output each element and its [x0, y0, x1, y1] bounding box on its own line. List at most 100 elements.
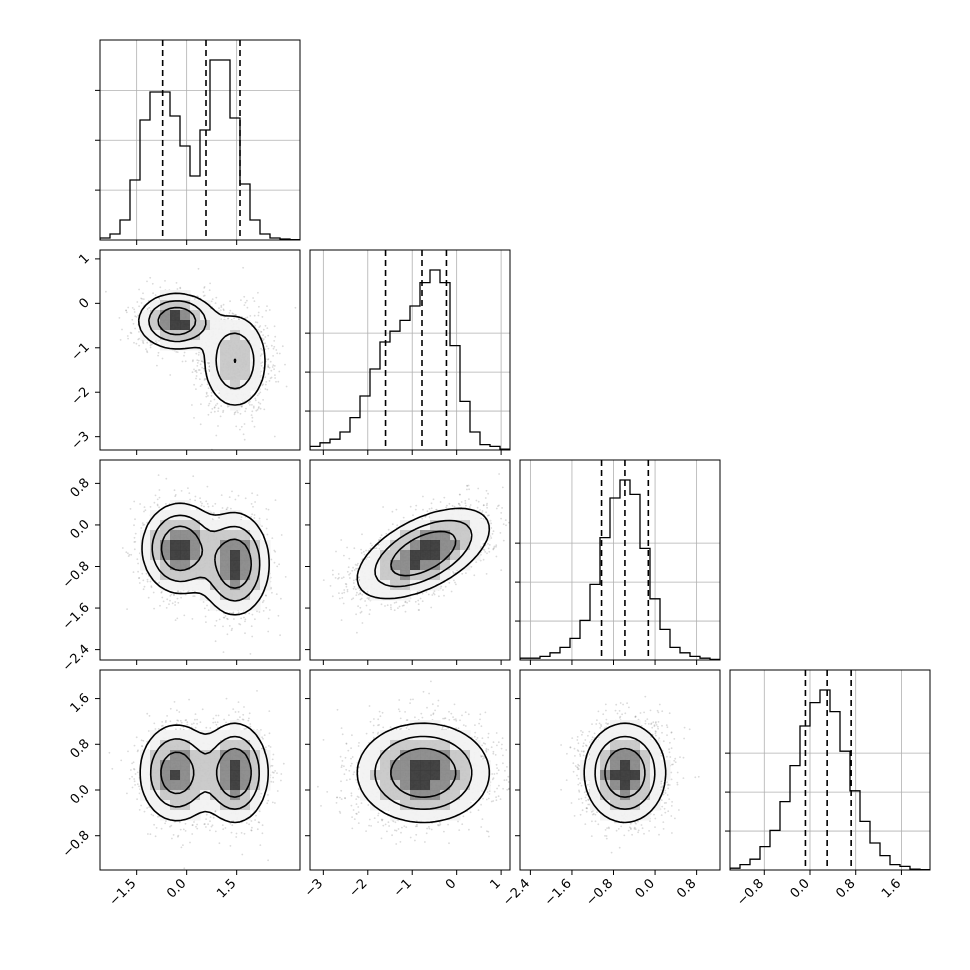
scatter-point [280, 597, 282, 600]
scatter-point [150, 586, 153, 589]
density-cell [230, 360, 241, 371]
scatter-point [205, 500, 208, 503]
scatter-point [203, 286, 206, 288]
scatter-point [228, 625, 231, 627]
density-cell [200, 350, 211, 361]
scatter-point [233, 413, 236, 416]
scatter-point [206, 362, 209, 364]
scatter-point [174, 601, 177, 603]
scatter-point [149, 506, 152, 508]
scatter-point [195, 375, 198, 377]
scatter-point [267, 630, 270, 633]
scatter-point [264, 342, 267, 345]
scatter-point [264, 336, 267, 338]
scatter-point [254, 501, 256, 503]
scatter-point [195, 371, 198, 374]
density-cell [210, 350, 221, 361]
density-cell [170, 340, 181, 351]
scatter-point [134, 532, 137, 535]
scatter-point [179, 287, 182, 290]
scatter-point [196, 359, 199, 361]
density-cell [140, 320, 151, 331]
scatter-point [146, 580, 149, 583]
scatter-point [118, 317, 121, 319]
scatter-point [206, 503, 209, 505]
scatter-point [157, 351, 160, 354]
scatter-point [121, 547, 124, 549]
density-cell [230, 350, 241, 361]
scatter-point [217, 410, 220, 412]
scatter-point [222, 411, 224, 413]
scatter-point [127, 337, 129, 340]
scatter-point [189, 498, 192, 501]
scatter-point [242, 433, 245, 436]
scatter-point [154, 294, 157, 296]
scatter-point [232, 312, 235, 315]
scatter-point [175, 282, 178, 284]
scatter-point [276, 352, 279, 355]
scatter-point [149, 344, 152, 347]
scatter-point [197, 354, 200, 356]
scatter-point [134, 540, 137, 543]
scatter-point [201, 360, 203, 363]
scatter-point [262, 610, 265, 612]
scatter-point [251, 410, 254, 413]
density-cell [250, 350, 261, 361]
scatter-point [142, 298, 145, 300]
scatter-point [209, 400, 212, 402]
scatter-point [161, 596, 164, 599]
scatter-point [270, 376, 273, 379]
scatter-point [243, 295, 246, 298]
scatter-point [258, 305, 260, 308]
scatter-point [261, 384, 264, 387]
density-cell [250, 340, 261, 351]
scatter-point [278, 563, 280, 566]
scatter-point [143, 523, 146, 526]
scatter-point [209, 282, 212, 285]
scatter-point [151, 282, 154, 285]
scatter-point [257, 401, 260, 404]
scatter-point [146, 350, 148, 352]
scatter-point [208, 402, 211, 405]
scatter-point [125, 551, 128, 554]
scatter-point [159, 286, 162, 289]
density-cell [180, 330, 191, 341]
scatter-point [176, 351, 179, 353]
scatter-point [262, 399, 264, 401]
scatter-point [138, 577, 140, 579]
scatter-point [134, 327, 137, 330]
scatter-point [140, 297, 143, 300]
scatter-point [264, 376, 267, 379]
scatter-point [254, 399, 257, 402]
scatter-point [278, 352, 281, 355]
scatter-point [125, 309, 127, 312]
scatter-point [217, 425, 219, 427]
scatter-point [181, 360, 184, 363]
scatter-point [201, 366, 204, 369]
scatter-point [195, 388, 197, 390]
scatter-point [243, 423, 246, 425]
scatter-point [214, 502, 217, 505]
scatter-point [193, 595, 196, 597]
scatter-point [145, 572, 148, 575]
scatter-point [145, 348, 147, 350]
scatter-point [220, 405, 223, 407]
scatter-point [222, 625, 224, 628]
scatter-point [191, 404, 193, 406]
scatter-point [251, 420, 254, 423]
scatter-point [265, 381, 268, 383]
scatter-point [273, 435, 276, 438]
scatter-point [261, 525, 263, 527]
scatter-point [262, 383, 264, 386]
scatter-point [260, 370, 262, 373]
scatter-point [250, 625, 253, 628]
scatter-point [294, 306, 297, 309]
scatter-point [251, 416, 254, 419]
scatter-point [177, 590, 180, 593]
density-cell [230, 320, 241, 331]
scatter-point [220, 306, 223, 308]
scatter-point [258, 611, 261, 613]
scatter-point [125, 311, 128, 314]
scatter-point [259, 402, 262, 405]
scatter-point [267, 373, 270, 375]
